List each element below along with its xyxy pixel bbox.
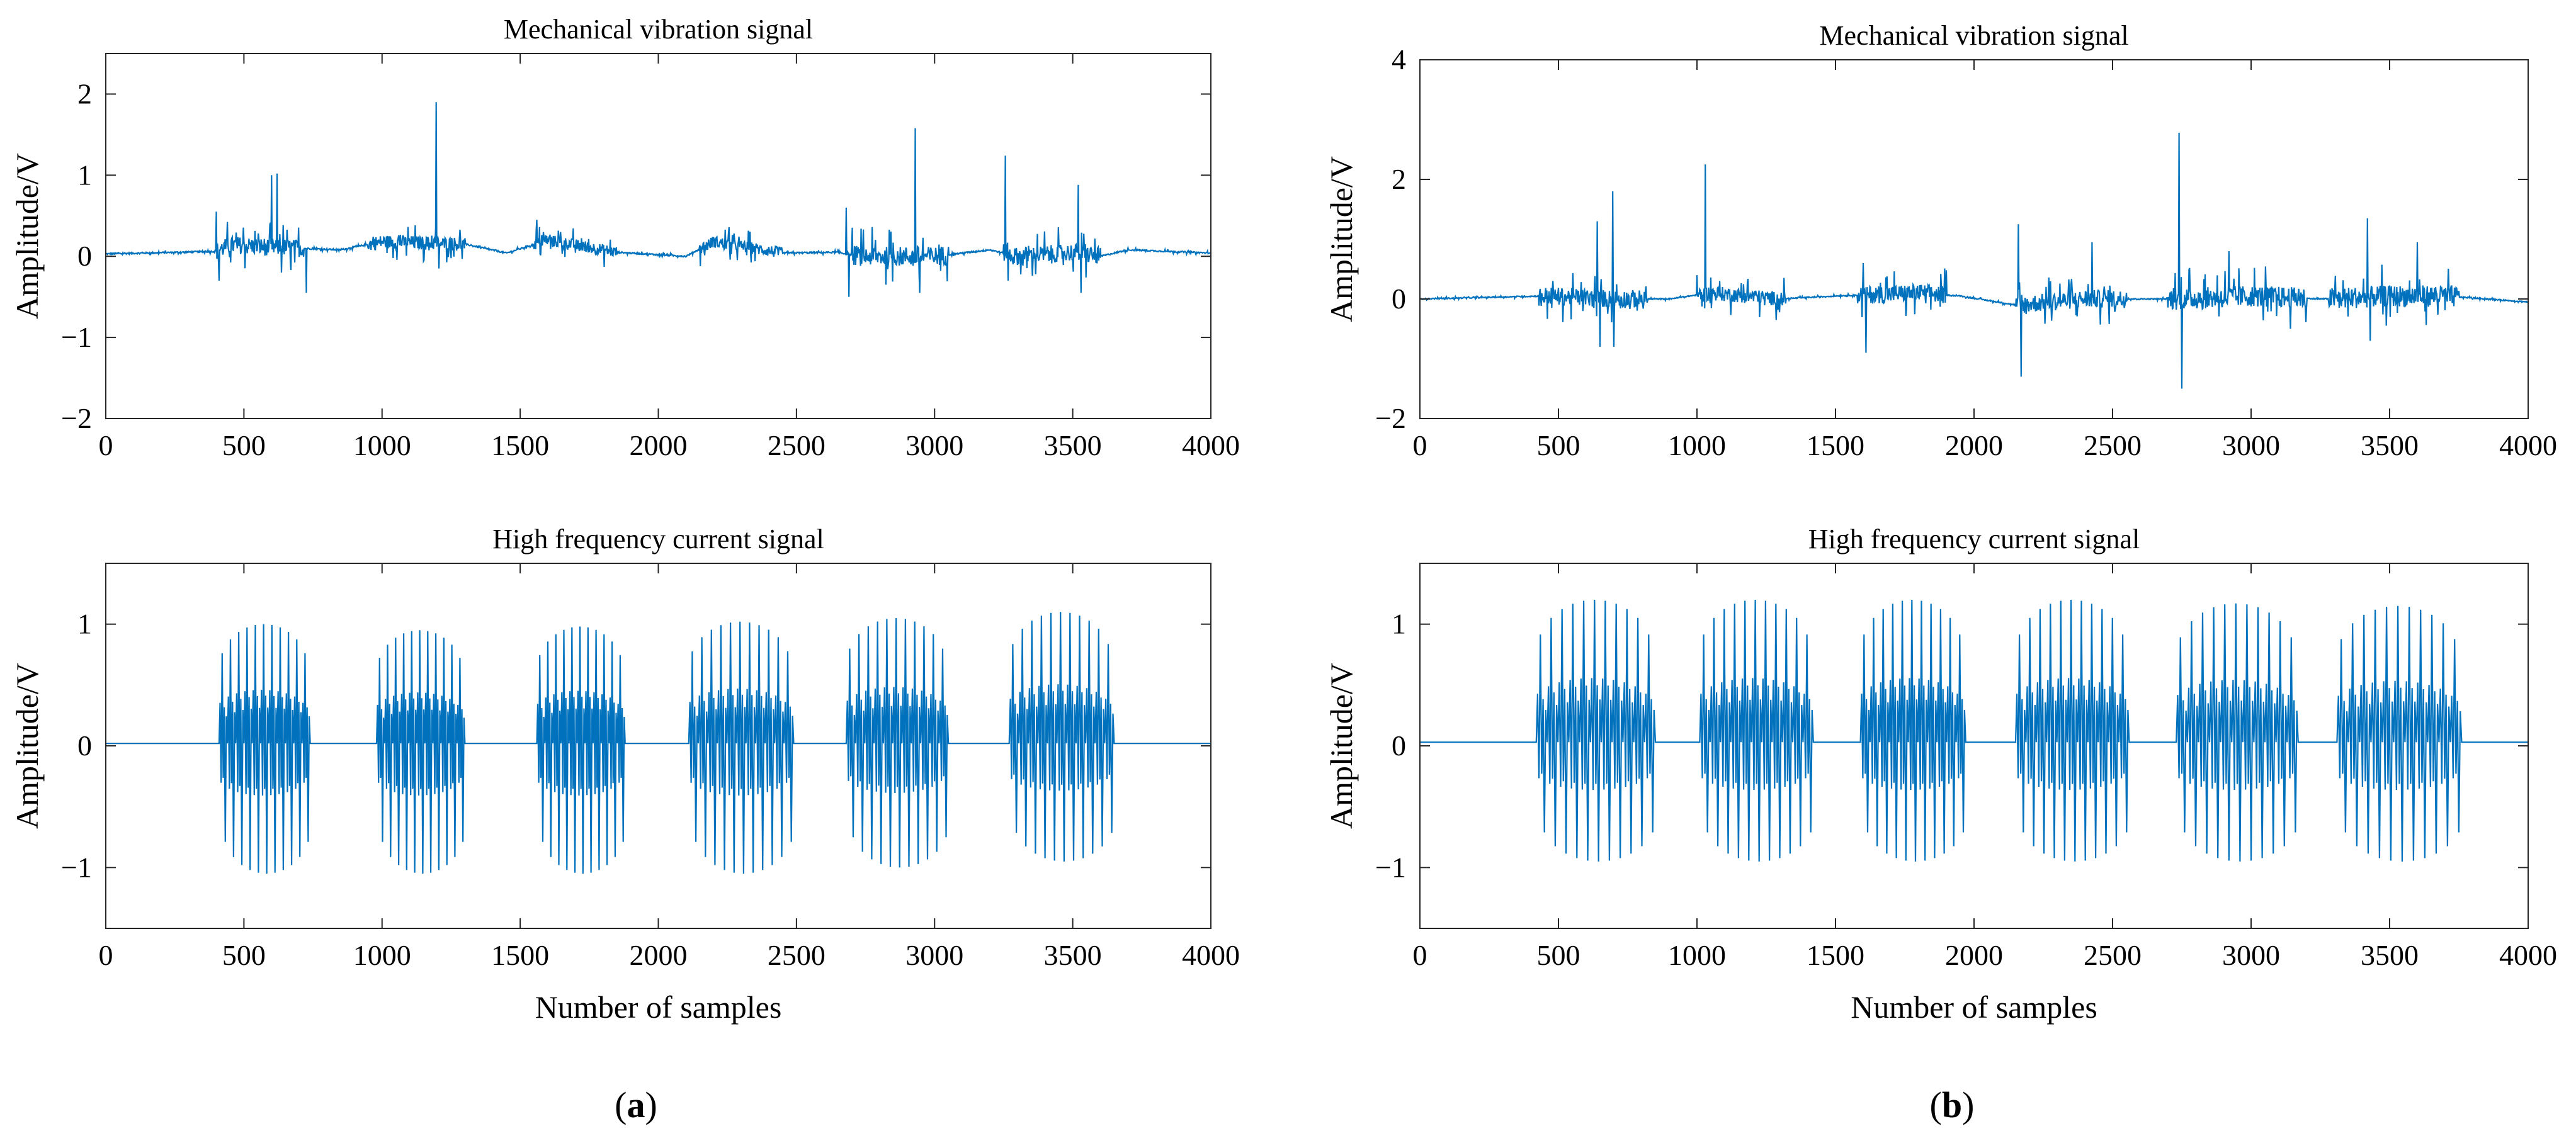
y-tick-label: 0	[1392, 283, 1406, 315]
x-tick-label: 4000	[2499, 429, 2557, 461]
y-tick-label: −1	[1375, 851, 1406, 883]
x-tick-label: 2500	[768, 429, 826, 461]
x-tick-label: 3500	[1044, 429, 1102, 461]
chart-title: High frequency current signal	[492, 524, 824, 555]
x-tick-label: 3500	[2361, 429, 2419, 461]
series-line-a-top	[106, 102, 1211, 297]
chart-a-bottom: 0 500 1000 1500 2000 2500 3000 3500 4000 −1 0 1 High…	[9, 524, 1240, 1025]
x-tick-label: 500	[222, 939, 266, 971]
chart-title: High frequency current signal	[1808, 524, 2140, 555]
y-axis-label: Amplitude/V	[9, 153, 45, 319]
axes-frame	[1419, 59, 2529, 419]
y-tick-label: 0	[77, 240, 92, 272]
y-tick-label: −1	[61, 851, 92, 883]
y-tick-label: 1	[77, 159, 92, 191]
chart-b-bottom: 0 500 1000 1500 2000 2500 3000 3500 4000 −1 0 1 High…	[1324, 524, 2557, 1025]
y-tick-label: 2	[77, 77, 92, 110]
series-line-b-bottom	[1420, 599, 2528, 862]
x-tick-label: 1500	[1807, 429, 1864, 461]
series-line-b-top	[1420, 132, 2528, 389]
x-tick-label: 2500	[2084, 939, 2142, 971]
x-tick-label: 2000	[1945, 939, 2003, 971]
x-tick-label: 0	[99, 429, 113, 461]
panel-label-0: (a)	[615, 1084, 657, 1125]
x-tick-label: 1000	[353, 939, 411, 971]
y-tick-label: 2	[1392, 163, 1406, 195]
x-tick-label: 4000	[1182, 939, 1240, 971]
x-tick-label: 1000	[1668, 429, 1726, 461]
x-tick-label: 500	[222, 429, 266, 461]
x-tick-label: 0	[99, 939, 113, 971]
x-tick-label: 3500	[2361, 939, 2419, 971]
chart-a-top: 0 500 1000 1500 2000 2500 3000 3500 4000 −2 −1 0 1 2 M…	[9, 14, 1240, 461]
y-tick-label: 4	[1392, 43, 1406, 76]
x-tick-label: 500	[1537, 429, 1580, 461]
x-tick-label: 2000	[1945, 429, 2003, 461]
x-tick-label: 2500	[2084, 429, 2142, 461]
y-tick-label: −2	[1375, 402, 1406, 434]
chart-b-top: 0 500 1000 1500 2000 2500 3000 3500 4000−2024Mec…	[1324, 20, 2557, 461]
y-tick-label: 1	[77, 608, 92, 640]
x-tick-label: 4000	[1182, 429, 1240, 461]
y-tick-label: 0	[1392, 729, 1406, 762]
x-tick-label: 1500	[491, 939, 549, 971]
x-tick-label: 500	[1537, 939, 1580, 971]
y-axis-label: Amplitude/V	[1324, 156, 1359, 322]
x-tick-label: 4000	[2499, 939, 2557, 971]
x-axis-label: Number of samples	[1851, 989, 2097, 1025]
x-tick-label: 3500	[1044, 939, 1102, 971]
x-tick-label: 3000	[2222, 939, 2280, 971]
series-line-a-bottom	[106, 612, 1211, 874]
chart-title: Mechanical vibration signal	[504, 14, 813, 45]
y-axis-label: Amplitude/V	[9, 663, 45, 829]
x-tick-label: 0	[1413, 939, 1427, 971]
x-tick-label: 3000	[905, 429, 963, 461]
y-axis-label: Amplitude/V	[1324, 663, 1359, 829]
x-tick-label: 3000	[905, 939, 963, 971]
panel-label-1: (b)	[1930, 1084, 1975, 1125]
x-tick-label: 3000	[2222, 429, 2280, 461]
y-tick-label: −2	[61, 402, 92, 434]
x-tick-label: 2000	[630, 939, 688, 971]
x-axis-label: Number of samples	[535, 989, 782, 1025]
y-tick-label: 0	[77, 729, 92, 762]
x-tick-label: 1500	[491, 429, 549, 461]
y-tick-label: 1	[1392, 608, 1406, 640]
x-tick-label: 1000	[1668, 939, 1726, 971]
x-tick-label: 1500	[1807, 939, 1864, 971]
x-tick-label: 2000	[630, 429, 688, 461]
x-tick-label: 1000	[353, 429, 411, 461]
x-tick-label: 2500	[768, 939, 826, 971]
x-tick-label: 0	[1413, 429, 1427, 461]
y-tick-label: −1	[61, 321, 92, 353]
chart-title: Mechanical vibration signal	[1819, 20, 2128, 51]
